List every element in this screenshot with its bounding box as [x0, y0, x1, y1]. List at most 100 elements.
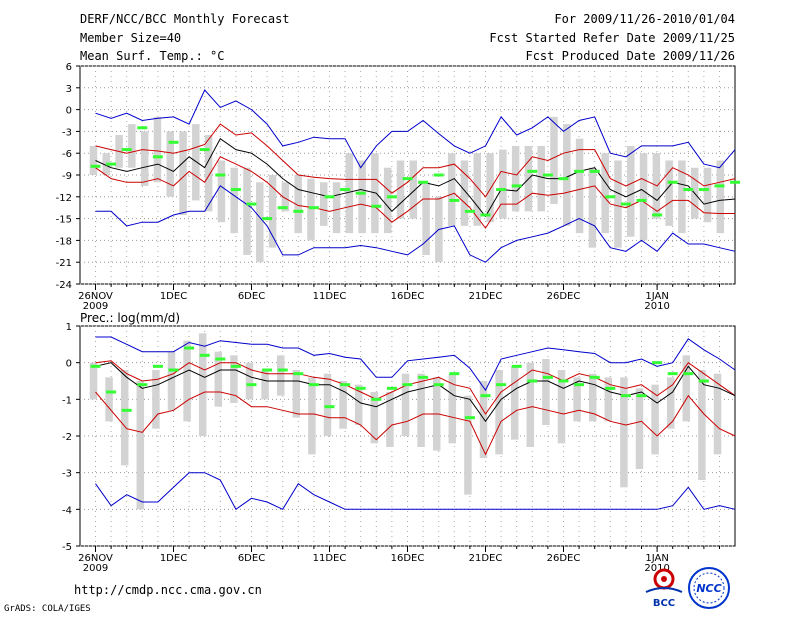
member-range-bar [152, 370, 160, 429]
member-size-label: Member Size=40 [80, 31, 182, 45]
member-range-bar [682, 355, 691, 422]
x-tick-label: 1DEC [160, 291, 187, 302]
member-range-bar [204, 135, 213, 212]
member-range-bar [120, 370, 129, 466]
ensemble-max-line [95, 336, 736, 392]
member-range-bar [332, 182, 341, 234]
member-range-bar [370, 392, 379, 444]
x-tick-label: 6DEC [238, 553, 265, 564]
member-range-bar [510, 366, 519, 440]
chart-title: DERF/NCC/BCC Monthly Forecast [80, 12, 290, 26]
member-range-bar [243, 167, 251, 255]
spread-upper-line [95, 123, 736, 198]
y-tick-label: -3 [62, 127, 72, 138]
member-range-bar [635, 388, 644, 469]
member-range-bar [294, 175, 302, 234]
member-range-bar [422, 182, 430, 255]
member-range-bar [486, 153, 494, 223]
x-tick-label: 11DEC [313, 291, 347, 302]
y-tick-label: 3 [66, 84, 72, 95]
member-range-bar [292, 370, 301, 418]
member-range-bar [588, 167, 597, 248]
ncc-logo: NCC [688, 567, 730, 609]
y-tick-label: -4 [62, 505, 72, 516]
x-tick-label: 1JAN [645, 553, 668, 564]
member-range-bar [614, 160, 622, 248]
footer-url: http://cmdp.ncc.cma.gov.cn [74, 583, 262, 597]
y-tick-label: -1 [62, 395, 72, 406]
member-range-bar [573, 377, 581, 422]
x-tick-label: 16DEC [391, 553, 425, 564]
x-tick-label: 21DEC [469, 291, 503, 302]
member-range-bar [495, 370, 503, 455]
x-tick-year-label: 2009 [83, 301, 108, 312]
bcc-logo: BCC [645, 568, 683, 608]
member-range-bar [105, 377, 113, 422]
member-range-bar [464, 395, 472, 495]
variable-label: Mean Surf. Temp.: °C [80, 49, 225, 63]
member-range-bar [245, 362, 254, 400]
member-range-bar [713, 373, 722, 455]
bcc-logo-arc-icon [645, 587, 683, 593]
y-tick-label: -15 [56, 215, 72, 226]
member-range-bar [323, 373, 332, 436]
y-tick-label: -18 [56, 236, 72, 247]
member-range-bar [386, 392, 394, 447]
member-range-bar [460, 160, 469, 226]
member-range-bar [281, 182, 290, 212]
x-tick-year-label: 2010 [644, 301, 669, 312]
member-range-bar [550, 116, 558, 205]
y-tick-label: -12 [56, 193, 72, 204]
x-tick-label: 21DEC [469, 553, 503, 564]
ensemble-min-line [95, 472, 736, 511]
member-range-bar [417, 373, 425, 447]
member-range-bar [358, 160, 366, 234]
y-tick-label: -5 [62, 542, 72, 553]
y-tick-label: -6 [62, 149, 72, 160]
member-range-bar [276, 355, 285, 396]
member-range-bar [179, 131, 187, 215]
member-range-bar [698, 370, 706, 480]
member-range-bar [542, 359, 550, 425]
member-range-bar [230, 167, 238, 234]
precipitation-panel-title: Prec.: log(mm/d) [80, 311, 180, 325]
member-range-bar [198, 333, 207, 436]
member-range-bar [526, 362, 535, 447]
x-tick-label: 16DEC [391, 291, 425, 302]
y-tick-label: -24 [56, 280, 72, 291]
member-range-bar [230, 355, 238, 403]
member-range-bar [217, 160, 226, 223]
member-range-bar [639, 153, 648, 241]
member-range-bar [140, 131, 149, 186]
ncc-logo-text: NCC [696, 582, 721, 595]
member-range-bar [383, 167, 392, 234]
member-range-bar [511, 145, 520, 212]
member-range-bar [183, 340, 191, 422]
member-range-bar [651, 384, 659, 455]
member-range-bar [192, 124, 200, 201]
x-tick-label: 26NOV [78, 291, 113, 302]
member-range-bar [256, 182, 264, 263]
x-tick-year-label: 2009 [83, 563, 108, 574]
member-range-bar [214, 351, 223, 407]
member-range-bar [703, 167, 712, 223]
member-range-bar [89, 362, 98, 400]
x-tick-label: 26DEC [547, 553, 581, 564]
member-range-bar [447, 153, 456, 226]
member-range-bar [401, 373, 410, 436]
member-range-bar [136, 381, 145, 510]
spread-lower-line [95, 391, 736, 456]
member-range-bar [601, 153, 609, 234]
y-tick-label: 6 [66, 62, 72, 73]
member-range-bar [627, 145, 635, 237]
member-range-bar [479, 381, 488, 458]
y-tick-label: 1 [66, 322, 72, 333]
spread-lower-line [95, 156, 736, 229]
member-range-bar [128, 124, 136, 168]
member-range-bar [308, 377, 316, 455]
y-tick-label: -9 [62, 171, 72, 182]
member-range-bar [153, 116, 162, 183]
